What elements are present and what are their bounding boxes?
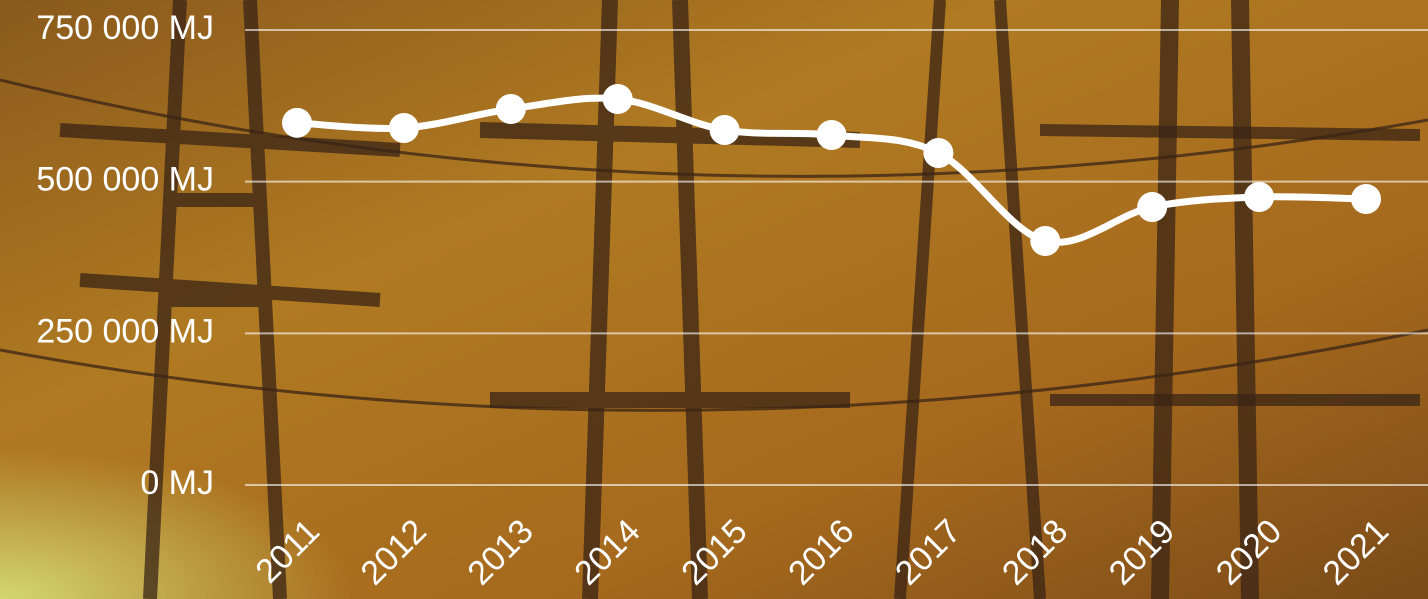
point: [602, 83, 633, 114]
point: [1137, 192, 1168, 223]
point: [388, 112, 419, 143]
y-tick-label: 0 MJ: [140, 464, 214, 502]
point: [1030, 225, 1061, 256]
point: [923, 137, 954, 168]
point: [816, 120, 847, 151]
point: [709, 114, 740, 145]
point: [495, 93, 526, 124]
y-tick-label: 750 000 MJ: [36, 9, 214, 47]
point: [282, 107, 312, 138]
y-tick-label: 250 000 MJ: [36, 312, 214, 350]
y-tick-label: 500 000 MJ: [36, 161, 214, 199]
point: [1351, 184, 1381, 215]
point: [1244, 182, 1275, 213]
